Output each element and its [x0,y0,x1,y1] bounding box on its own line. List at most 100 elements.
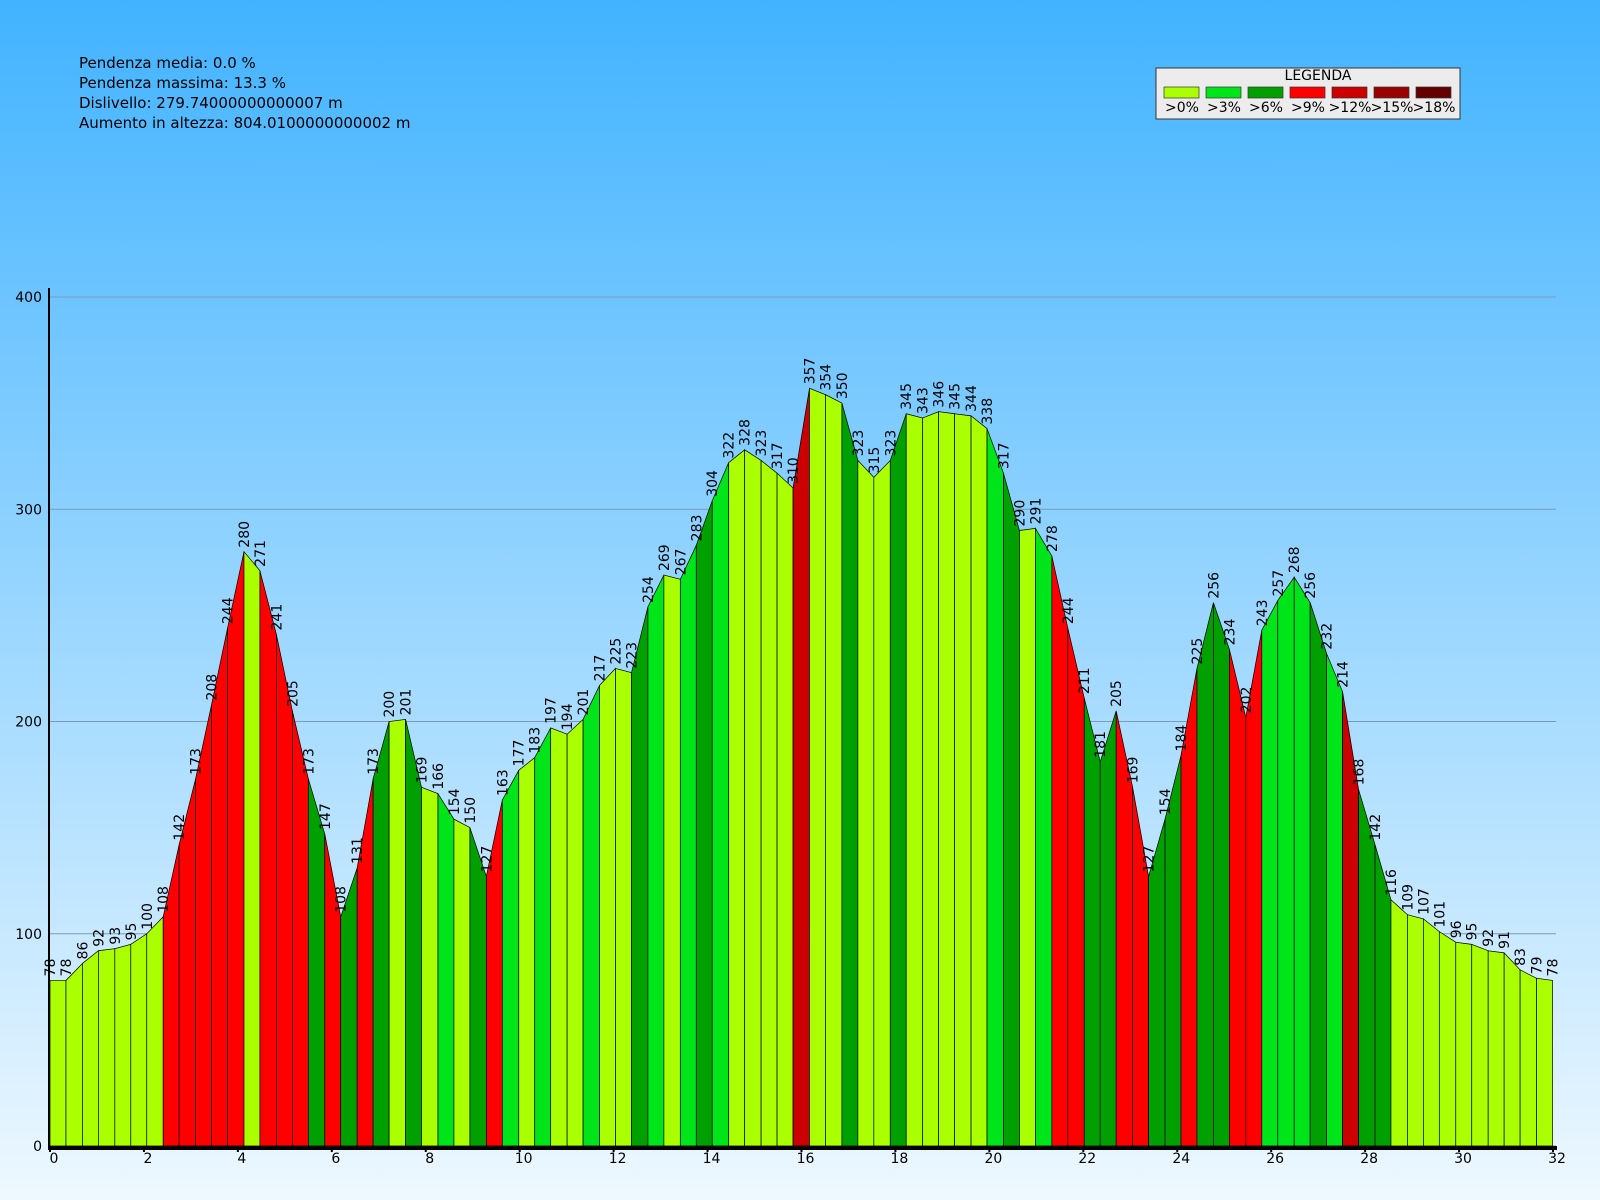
value-label: 280 [237,521,253,548]
segment [243,550,261,1147]
value-label: 254 [641,576,657,603]
segment [679,545,697,1147]
segment [582,685,600,1147]
value-label: 214 [1336,661,1352,688]
value-label: 310 [786,457,802,484]
segment [744,449,762,1147]
value-label: 181 [1093,731,1109,758]
x-tick-label: 26 [1266,1151,1284,1167]
segment [566,718,584,1147]
segment [1503,951,1521,1147]
value-label: 154 [447,788,463,815]
segment [146,915,164,1147]
y-tick-label: 0 [33,1139,42,1155]
value-label: 92 [91,929,107,947]
value-label: 166 [431,763,447,790]
segment [276,634,293,1147]
value-label: 223 [624,642,640,669]
value-label: 86 [75,942,91,960]
segment [550,727,568,1147]
legend-label: >18% [1413,100,1456,116]
value-label: 194 [560,703,576,730]
legend: LEGENDA >0% >3% >6% >9% >12% >15% >18% [1155,67,1461,120]
value-label: 109 [1400,884,1416,911]
value-label: 350 [835,372,851,399]
segment [1293,575,1311,1147]
value-label: 163 [495,769,511,796]
value-label: 169 [415,757,431,784]
y-tick-label: 100 [15,927,42,943]
x-tick-label: 24 [1172,1151,1190,1167]
value-label: 78 [59,959,75,977]
value-label: 95 [1465,923,1481,941]
segment [1083,698,1101,1147]
legend-label: >3% [1207,100,1241,116]
value-label: 100 [140,903,156,930]
segment [98,948,116,1147]
segment [905,413,924,1147]
segment [889,413,907,1147]
x-tick-label: 4 [237,1151,246,1167]
value-label: 169 [1126,757,1142,784]
value-label: 256 [1206,572,1222,599]
segment [259,570,277,1147]
segment [1455,941,1473,1147]
legend-swatch [1289,86,1326,99]
segment [1536,977,1553,1147]
value-label: 234 [1222,619,1238,646]
x-tick-label: 32 [1548,1151,1566,1167]
segment [970,415,988,1147]
value-label: 168 [1352,759,1368,786]
value-label: 243 [1255,599,1271,626]
y-tick-label: 200 [15,715,42,731]
segment [1035,527,1053,1147]
x-tick-label: 14 [703,1151,721,1167]
value-label: 83 [1513,948,1529,966]
segment [437,792,455,1147]
segment [728,449,746,1147]
value-label: 345 [899,383,915,410]
segment [1487,950,1505,1147]
value-label: 267 [673,549,689,576]
value-label: 283 [689,515,705,542]
value-label: 322 [722,432,738,459]
legend-label: >15% [1371,100,1414,116]
value-label: 78 [1546,959,1562,977]
value-label: 108 [156,886,172,913]
segment [1438,930,1457,1147]
legend-swatch [1331,86,1368,99]
legend-title: LEGENDA [1285,68,1352,84]
x-tick-label: 6 [331,1151,340,1167]
value-label: 205 [1109,680,1125,707]
value-label: 201 [576,689,592,716]
value-label: 142 [172,814,188,841]
segment [599,667,616,1147]
segment [792,388,810,1147]
segment [1003,473,1020,1147]
segment [631,606,649,1147]
value-label: 344 [964,385,980,412]
value-label: 323 [851,430,867,457]
value-label: 257 [1271,570,1287,597]
legend-swatch [1205,86,1242,99]
segment [954,413,972,1147]
segment [453,818,471,1147]
value-label: 278 [1045,525,1061,552]
value-label: 232 [1320,623,1336,650]
segment [469,827,487,1147]
value-label: 241 [269,604,285,631]
segment [1471,943,1489,1147]
value-label: 183 [528,727,544,754]
value-label: 323 [883,430,899,457]
segment [1099,710,1117,1147]
segment [711,462,730,1147]
value-label: 107 [1416,888,1432,915]
value-label: 211 [1077,667,1093,694]
segment [938,411,955,1147]
x-tick-label: 18 [891,1151,909,1167]
legend-swatch [1415,86,1452,99]
info-line: Aumento in altezza: 804.0100000000002 m [79,114,410,132]
value-label: 354 [818,364,834,391]
value-label: 225 [1190,638,1206,665]
